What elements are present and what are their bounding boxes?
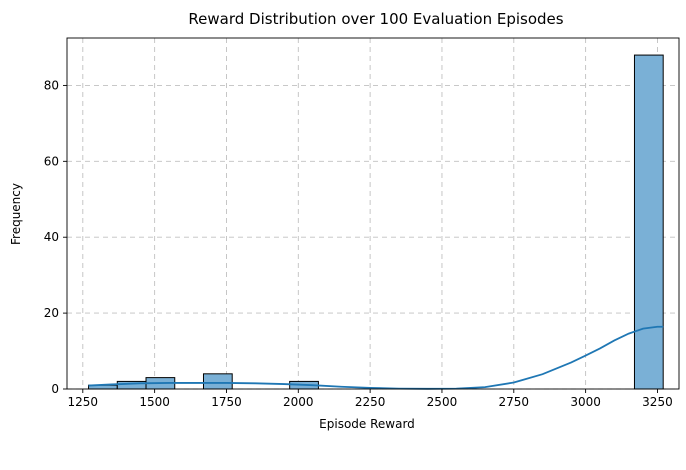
x-tick-label: 2500 xyxy=(427,395,458,409)
x-tick-label: 3250 xyxy=(642,395,673,409)
x-tick-label: 2000 xyxy=(283,395,314,409)
x-tick-label: 2750 xyxy=(499,395,530,409)
y-tick-label: 20 xyxy=(44,306,59,320)
y-tick-label: 60 xyxy=(44,154,59,168)
chart-title: Reward Distribution over 100 Evaluation … xyxy=(188,10,563,28)
x-axis-label: Episode Reward xyxy=(319,417,415,431)
histogram-bars xyxy=(88,54,664,390)
x-tick-label: 1750 xyxy=(211,395,242,409)
histogram-bar xyxy=(633,54,664,390)
y-axis-ticks: 0 20 40 60 80 xyxy=(44,78,67,396)
grid-lines xyxy=(67,38,679,390)
y-tick-label: 40 xyxy=(44,230,59,244)
x-tick-label: 1500 xyxy=(139,395,170,409)
y-tick-label: 0 xyxy=(51,382,59,396)
y-tick-label: 80 xyxy=(44,78,59,92)
plot-frame xyxy=(66,37,680,390)
x-tick-label: 1250 xyxy=(68,395,99,409)
x-tick-label: 2250 xyxy=(355,395,386,409)
x-axis-ticks: 1250 1500 1750 2000 2250 2500 2750 3000 3250 xyxy=(68,389,673,409)
histogram-bar xyxy=(202,373,233,390)
x-tick-label: 3000 xyxy=(570,395,601,409)
y-axis-label: Frequency xyxy=(9,183,23,245)
